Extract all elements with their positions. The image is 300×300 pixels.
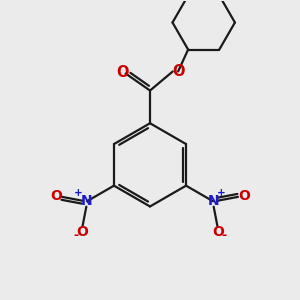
Text: O: O — [172, 64, 184, 79]
Text: +: + — [74, 188, 83, 198]
Text: O: O — [116, 64, 128, 80]
Text: O: O — [50, 189, 62, 203]
Text: -: - — [221, 229, 226, 242]
Text: -: - — [74, 229, 79, 242]
Text: +: + — [217, 188, 226, 198]
Text: O: O — [238, 189, 250, 203]
Text: O: O — [212, 225, 224, 239]
Text: O: O — [76, 225, 88, 239]
Text: N: N — [208, 194, 220, 208]
Text: N: N — [80, 194, 92, 208]
